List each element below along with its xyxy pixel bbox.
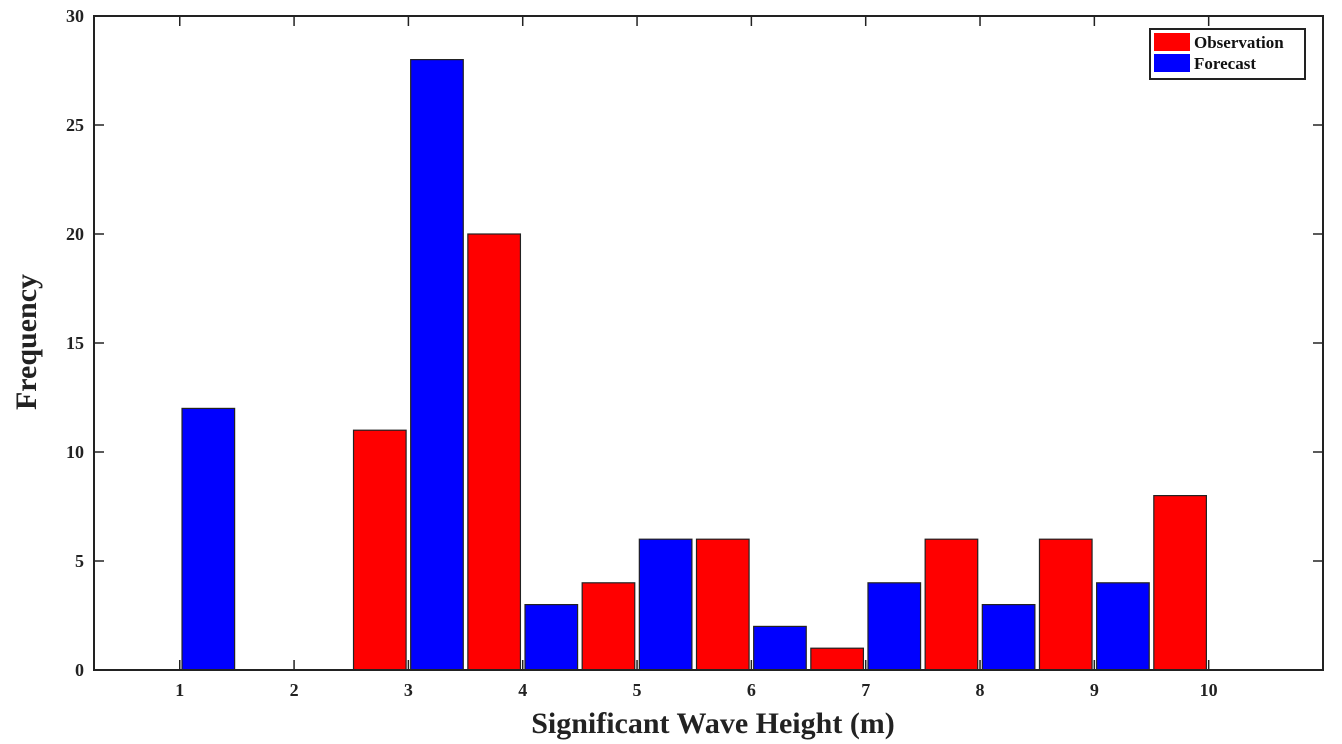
y-tick-label-10: 10 [66, 442, 84, 462]
legend-label-observation: Observation [1194, 33, 1284, 52]
x-tick-label-2: 2 [290, 680, 299, 700]
bar-forecast-6 [981, 603, 1036, 671]
bar-observation-2 [581, 582, 636, 671]
bar-forecast-5 [867, 582, 922, 671]
bar-forecast-4 [753, 625, 807, 671]
bar-forecast-7 [1096, 582, 1150, 671]
legend-swatch-forecast [1154, 54, 1190, 72]
x-tick-label-9: 9 [1090, 680, 1099, 700]
bar-observation-3 [695, 538, 750, 671]
x-tick-label-3: 3 [404, 680, 413, 700]
x-tick-label-6: 6 [747, 680, 756, 700]
bar-forecast-0 [181, 407, 236, 671]
bar-observation-4 [810, 647, 865, 671]
y-tick-label-5: 5 [75, 551, 84, 571]
legend: Observation Forecast [1149, 28, 1306, 80]
legend-label-forecast: Forecast [1194, 54, 1256, 73]
bar-observation-0 [352, 429, 407, 671]
legend-swatch-observation [1154, 33, 1190, 51]
x-tick-label-10: 10 [1200, 680, 1218, 700]
x-tick-label-7: 7 [861, 680, 870, 700]
bar-observation-7 [1153, 495, 1207, 671]
axes-group: 0 5 10 15 20 25 30 1 2 3 4 5 6 7 8 9 10 [66, 6, 1324, 700]
y-tick-label-30: 30 [66, 6, 84, 26]
x-tick-label-4: 4 [518, 680, 527, 700]
bar-forecast-1 [410, 58, 464, 671]
y-tick-label-20: 20 [66, 224, 84, 244]
bar-observation-1 [467, 233, 522, 671]
bars-group [181, 58, 1207, 671]
bar-forecast-2 [524, 603, 579, 671]
x-axis-title: Significant Wave Height (m) [531, 707, 895, 740]
x-tick-label-8: 8 [976, 680, 985, 700]
bar-observation-6 [1038, 538, 1093, 671]
x-tick-label-1: 1 [175, 680, 184, 700]
y-tick-label-15: 15 [66, 333, 84, 353]
x-tick-label-5: 5 [633, 680, 642, 700]
y-axis-title: Frequency [10, 274, 43, 410]
y-tick-label-0: 0 [75, 660, 84, 680]
bar-observation-5 [924, 538, 979, 671]
y-tick-label-25: 25 [66, 115, 84, 135]
bar-forecast-3 [638, 538, 693, 671]
